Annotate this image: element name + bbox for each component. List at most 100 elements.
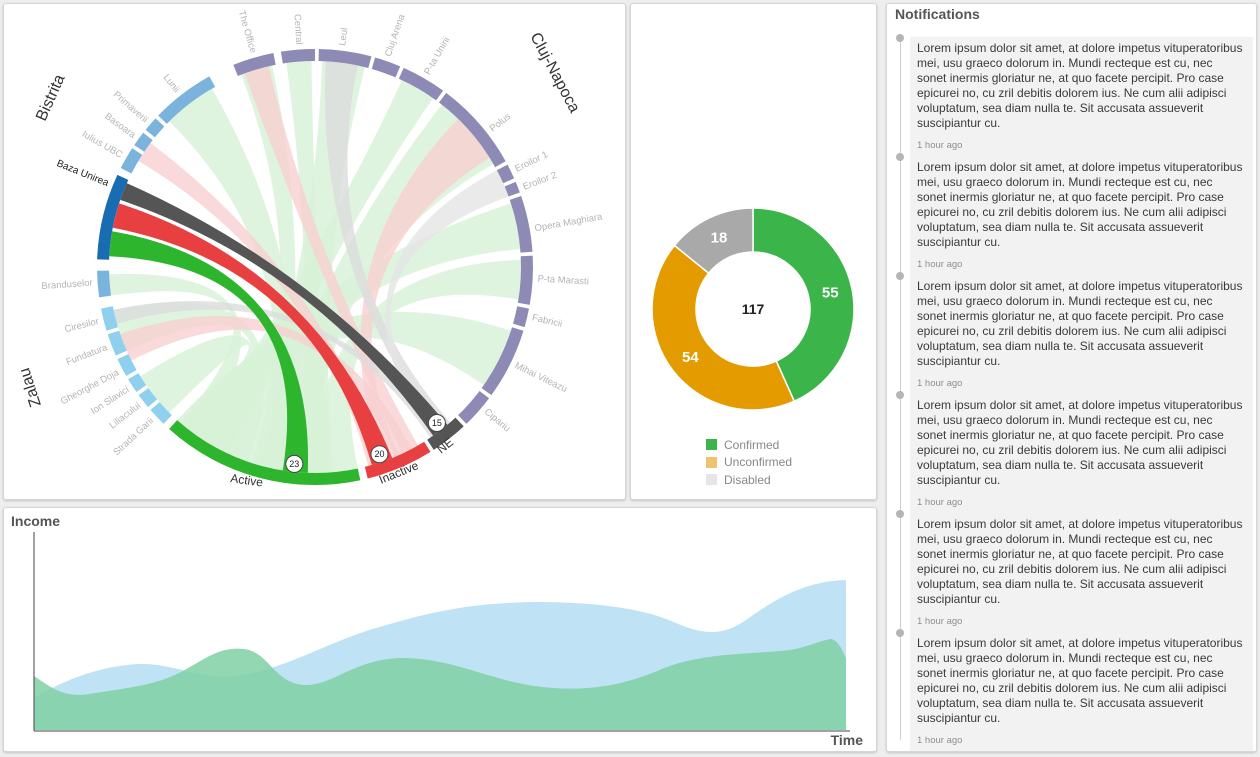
- notification-item[interactable]: Lorem ipsum dolor sit amet, at dolore im…: [896, 391, 1253, 514]
- arc-p-ta-marasti[interactable]: [517, 255, 534, 305]
- arc-fundatura[interactable]: [107, 330, 127, 356]
- arc-polus[interactable]: [438, 92, 506, 168]
- donut-legend: Confirmed Unconfirmed Disabled: [706, 436, 792, 489]
- arc-eroilor-1[interactable]: [496, 164, 515, 184]
- location-label-fabricii: Fabricii: [531, 312, 563, 330]
- chord-ribbon: [140, 335, 253, 449]
- notification-text: Lorem ipsum dolor sit amet, at dolore im…: [917, 41, 1243, 130]
- arc-fabricii[interactable]: [513, 306, 529, 328]
- arc-lunii[interactable]: [158, 76, 216, 124]
- status-badges: 23 20 15: [285, 414, 446, 473]
- arc-inactive[interactable]: [364, 441, 431, 479]
- arc-cluj-arena[interactable]: [371, 57, 401, 78]
- legend-item-disabled: Disabled: [706, 471, 792, 489]
- notification-item[interactable]: Lorem ipsum dolor sit amet, at dolore im…: [896, 272, 1253, 395]
- timeline-dot: [896, 34, 904, 42]
- chord-ribbon: [177, 311, 511, 442]
- timeline-dot: [896, 391, 904, 399]
- chord-ribbon: [138, 143, 386, 466]
- timeline-dot: [896, 510, 904, 518]
- location-label-ciresilor: Ciresilor: [64, 316, 100, 335]
- timeline-dot: [896, 272, 904, 280]
- chord-diagram-panel: The Office Central Leul Cluj Arena P-ta Unir…: [3, 3, 626, 500]
- notifications-title: Notifications: [895, 6, 980, 22]
- donut-chart: 117 55 54 18: [651, 207, 855, 411]
- arc-strada-garii[interactable]: [150, 402, 172, 424]
- arc-leul[interactable]: [318, 49, 372, 69]
- group-label-bistrita: Bistrita: [33, 72, 68, 124]
- donut-center: [696, 252, 810, 366]
- arc-primaverii[interactable]: [145, 118, 165, 138]
- location-label-the-office: The Office: [236, 9, 259, 54]
- chord-diagram: The Office Central Leul Cluj Arena P-ta Unir…: [16, 9, 604, 489]
- legend-item-confirmed: Confirmed: [706, 436, 792, 454]
- group-label-cluj: Cluj-Napoca: [526, 30, 582, 116]
- location-label-lunii: Lunii: [161, 72, 182, 95]
- arc-ne[interactable]: [427, 417, 464, 450]
- notification-time: 1 hour ago: [917, 497, 963, 508]
- arc-iulius-ubc[interactable]: [120, 148, 143, 174]
- legend-item-unconfirmed: Unconfirmed: [706, 454, 792, 472]
- chord-ribbons-background: [109, 61, 522, 474]
- arc-baza-unirea[interactable]: [97, 174, 129, 260]
- location-label-cluj-arena: Cluj Arena: [383, 12, 408, 58]
- ribbon-baza-unirea-active[interactable]: [109, 231, 309, 473]
- chord-ribbon: [244, 66, 418, 454]
- badge-count-active: 23: [289, 459, 299, 469]
- badge-count-ne: 15: [432, 418, 442, 428]
- notification-text: Lorem ipsum dolor sit amet, at dolore im…: [917, 160, 1243, 249]
- donut-value-unconfirmed: 54: [682, 349, 699, 366]
- arc-p-ta-unirii[interactable]: [398, 67, 444, 101]
- legend-label: Unconfirmed: [724, 455, 793, 470]
- arc-eroilor-2[interactable]: [504, 181, 520, 197]
- arc-mihai-viteazu[interactable]: [481, 327, 524, 396]
- notification-time: 1 hour ago: [917, 259, 963, 270]
- location-label-central: Central: [291, 14, 304, 45]
- legend-label: Disabled: [724, 472, 771, 487]
- chord-ribbon: [169, 88, 300, 473]
- chord-ribbon: [286, 61, 330, 474]
- ribbon-baza-unirea-inactive[interactable]: [112, 203, 393, 466]
- timeline-dot: [896, 153, 904, 161]
- arc-central[interactable]: [280, 49, 315, 64]
- notification-item[interactable]: Lorem ipsum dolor sit amet, at dolore im…: [896, 510, 1253, 633]
- income-area-green: [34, 639, 846, 730]
- location-label-eroilor-2: Eroilor 2: [521, 170, 558, 193]
- notification-time: 1 hour ago: [917, 616, 963, 627]
- arc-the-office[interactable]: [233, 53, 276, 77]
- arc-active[interactable]: [169, 420, 361, 485]
- location-label-p-ta-marasti: P-ta Marasti: [537, 274, 589, 288]
- legend-swatch: [706, 474, 717, 486]
- notification-text: Lorem ipsum dolor sit amet, at dolore im…: [917, 636, 1243, 725]
- arc-gheorghe-doja[interactable]: [117, 354, 137, 376]
- notification-text: Lorem ipsum dolor sit amet, at dolore im…: [917, 279, 1243, 368]
- ribbon-baza-unirea-ne[interactable]: [120, 183, 448, 436]
- notification-time: 1 hour ago: [917, 140, 963, 151]
- notifications-panel: Notifications Lorem ipsum dolor sit amet…: [886, 3, 1257, 752]
- timeline-line: [900, 40, 901, 740]
- location-label-opera-maghiara: Opera Maghiara: [534, 211, 604, 234]
- donut-total: 117: [742, 301, 765, 317]
- arc-ion-slavici[interactable]: [128, 373, 147, 393]
- notification-text: Lorem ipsum dolor sit amet, at dolore im…: [917, 517, 1243, 606]
- arc-branduselor[interactable]: [97, 270, 112, 298]
- location-label-p-ta-unirii: P-ta Unirii: [422, 35, 452, 77]
- notification-item[interactable]: Lorem ipsum dolor sit amet, at dolore im…: [896, 34, 1253, 157]
- legend-swatch: [706, 439, 717, 451]
- location-label-iulius-ubc: Iulius UBC: [80, 129, 124, 161]
- chord-ribbon: [385, 170, 509, 438]
- notification-item[interactable]: Lorem ipsum dolor sit amet, at dolore im…: [896, 629, 1253, 751]
- income-area-chart: [33, 532, 850, 732]
- chord-ribbon: [324, 61, 451, 432]
- arc-cipariu[interactable]: [458, 390, 490, 424]
- arc-ciresilor[interactable]: [101, 306, 119, 331]
- notification-item[interactable]: Lorem ipsum dolor sit amet, at dolore im…: [896, 153, 1253, 276]
- badge-active: [285, 454, 304, 473]
- x-axis-label: Time: [830, 732, 863, 748]
- legend-label: Confirmed: [724, 437, 780, 452]
- income-chart-panel: Income Time: [3, 507, 877, 752]
- arc-liliacului[interactable]: [138, 388, 158, 408]
- arc-basoara[interactable]: [134, 132, 153, 152]
- arc-opera-maghiara[interactable]: [509, 196, 533, 253]
- chord-ribbon: [120, 315, 412, 457]
